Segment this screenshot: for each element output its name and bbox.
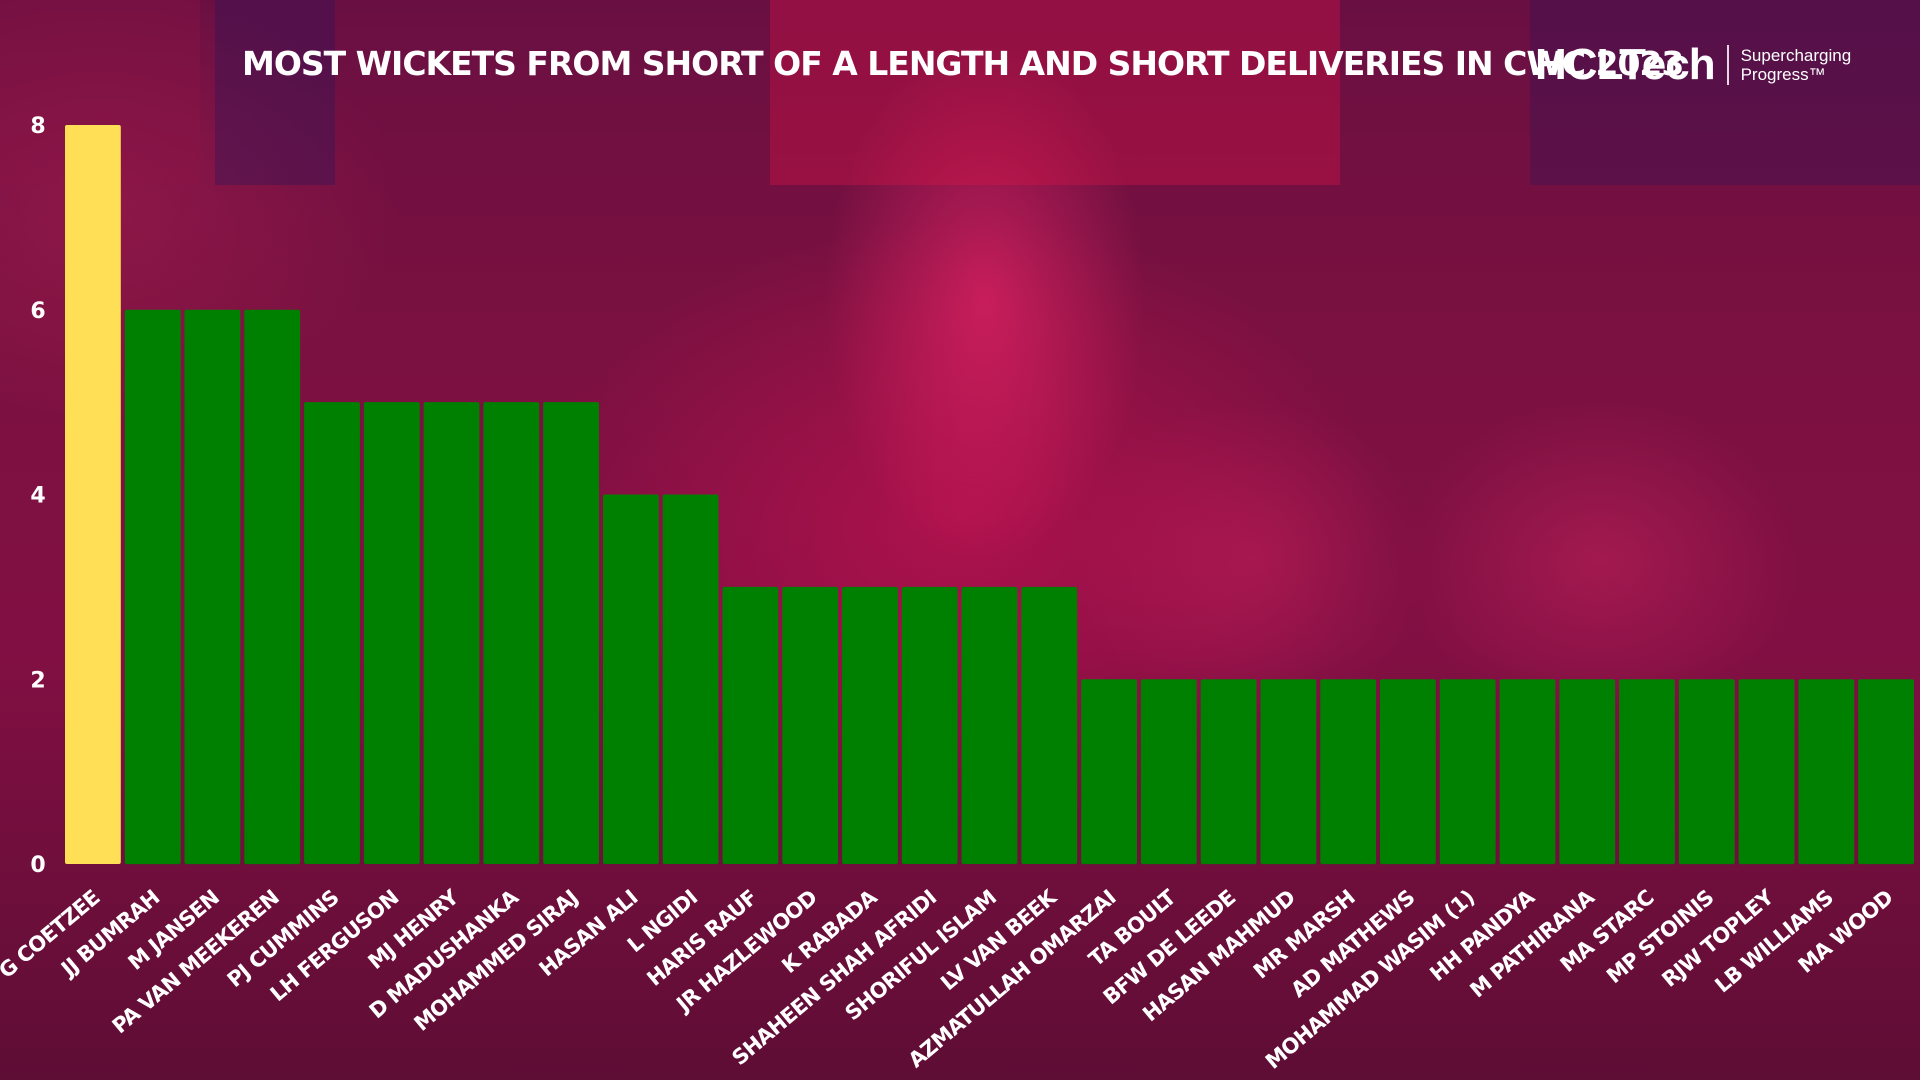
bar-mohammed-siraj [543, 402, 599, 864]
bar-m-jansen [184, 309, 241, 865]
bar-lv-van-beek [1021, 586, 1078, 864]
bar-mr-marsh [1320, 679, 1377, 865]
bar-pa-van-meekeren [244, 309, 301, 865]
bar-mj-henry [423, 402, 480, 864]
y-tick-label: 6 [30, 299, 45, 324]
bar-mp-stoinis [1678, 679, 1735, 865]
bar-lb-williams [1798, 679, 1855, 865]
brand-tagline-line2: Progress™ [1740, 65, 1826, 84]
bar-hh-pandya [1499, 679, 1556, 865]
background-banner-mid [215, 0, 335, 185]
bar-ma-wood [1858, 679, 1914, 865]
background-banner-center [770, 0, 1340, 185]
bar-l-ngidi [662, 494, 719, 864]
y-tick-label: 8 [30, 114, 45, 139]
chart-title: MOST WICKETS FROM SHORT OF A LENGTH AND … [242, 44, 1684, 83]
y-tick-label: 2 [30, 668, 45, 693]
y-tick-label: 0 [30, 853, 45, 878]
bar-pj-cummins [304, 402, 360, 864]
bar-shoriful-islam [961, 586, 1018, 864]
brand-tagline: Supercharging Progress™ [1741, 46, 1852, 84]
bar-lh-ferguson [363, 402, 420, 864]
bar-d-madushanka [483, 402, 540, 864]
bar-k-rabada [842, 586, 898, 864]
bar-g-coetzee [65, 125, 121, 864]
brand-divider [1726, 45, 1729, 85]
brand-logo: HCLTech Supercharging Progress™ [1535, 40, 1851, 90]
background-banner-right [1530, 0, 1920, 185]
brand-name: HCLTech [1535, 40, 1716, 89]
bar-haris-rauf [722, 586, 779, 864]
bar-jr-hazlewood [782, 586, 839, 864]
brand-tagline-line1: Supercharging [1740, 46, 1852, 65]
bar-jj-bumrah [124, 309, 181, 865]
bar-bfw-de-leede [1200, 679, 1257, 865]
bar-rjw-topley [1738, 679, 1795, 865]
bar-shaheen-shah-afridi [901, 586, 958, 864]
bar-m-pathirana [1559, 679, 1616, 865]
bar-ad-mathews [1380, 679, 1436, 865]
bar-ta-boult [1140, 679, 1197, 865]
bar-azmatullah-omarzai [1081, 679, 1137, 865]
bar-hasan-mahmud [1260, 679, 1317, 865]
bar-ma-starc [1619, 679, 1675, 865]
x-tick-label: G COETZEE [0, 885, 104, 983]
y-tick-label: 4 [30, 484, 45, 509]
bar-mohammad-wasim-1 [1439, 679, 1496, 865]
bar-hasan-ali [603, 494, 659, 864]
